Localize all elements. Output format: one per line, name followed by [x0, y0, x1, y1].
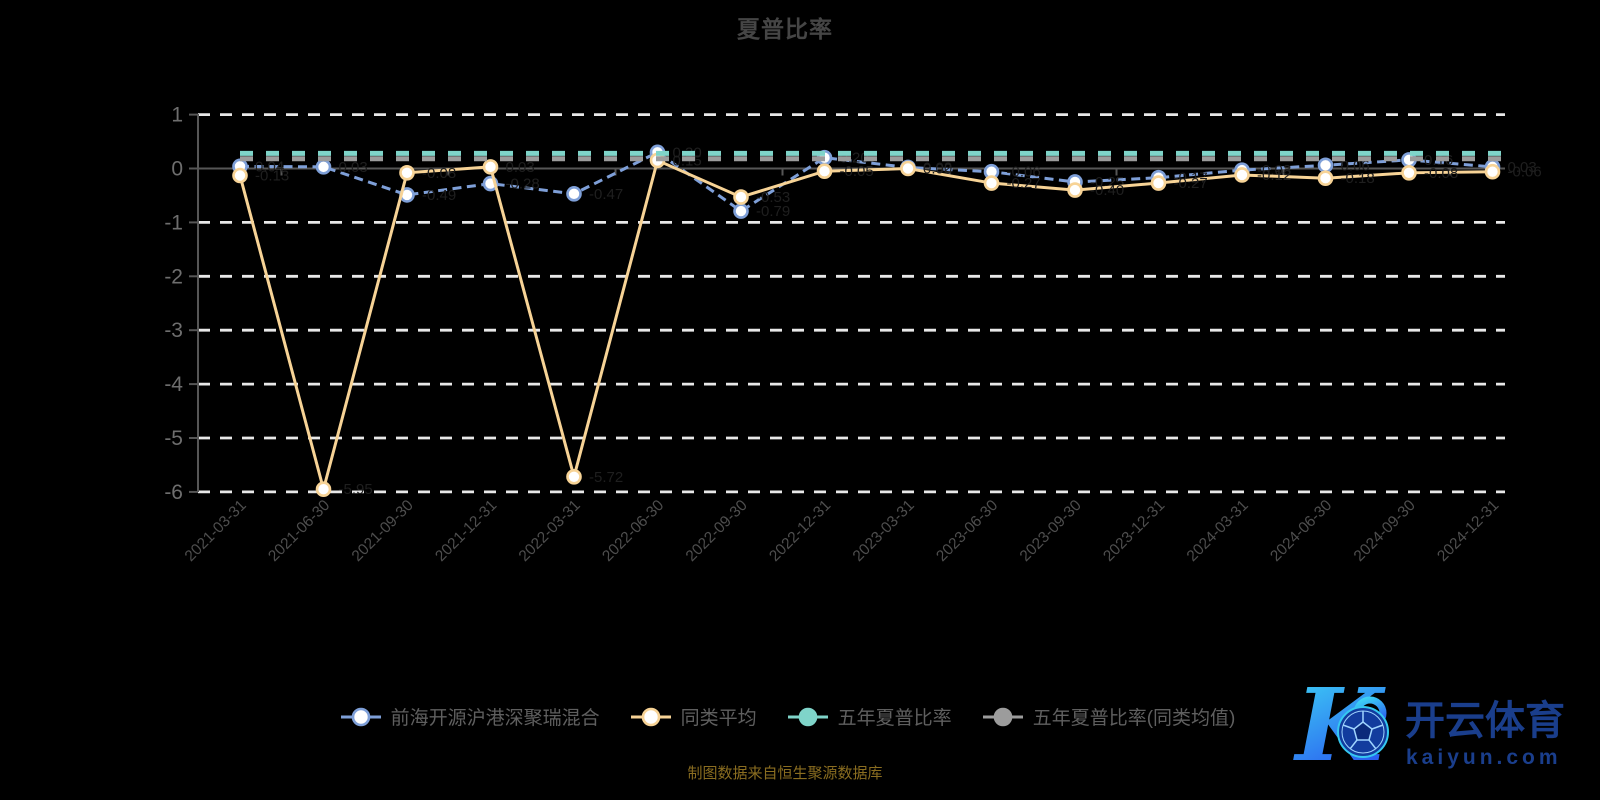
- data-point-marker[interactable]: [1317, 170, 1334, 187]
- data-point-marker[interactable]: [315, 481, 332, 498]
- data-source-note: 制图数据来自恒生聚源数据库: [687, 765, 883, 782]
- x-axis-labels: 2021-03-31 2021-06-30 2021-09-30 2021-12-31…: [182, 497, 1503, 565]
- kaiyun-monogram-icon: K: [1293, 668, 1389, 784]
- x-axis-label: 2021-09-30: [349, 497, 417, 565]
- data-point-marker[interactable]: [1150, 175, 1167, 191]
- x-axis-label: 2022-03-31: [516, 497, 584, 565]
- data-point-label: 0.00: [923, 161, 952, 178]
- data-point-label: -0.08: [422, 165, 456, 182]
- legend-marker-icon: [340, 707, 381, 726]
- data-point-label: -0.27: [1174, 175, 1208, 192]
- data-point-marker[interactable]: [1401, 165, 1417, 181]
- logo-brand-text: 开云体育: [1405, 699, 1565, 743]
- data-point-marker[interactable]: [900, 160, 916, 177]
- data-point-label: -0.05: [840, 163, 874, 180]
- chart-legend: 前海开源沪港深聚瑞混合 同类平均 五年夏普比率 五年夏普比率(同类均值): [0, 703, 1575, 730]
- y-axis-label: -3: [164, 319, 183, 342]
- y-axis-label: -2: [164, 265, 183, 288]
- legend-item-3[interactable]: 五年夏普比率: [787, 703, 952, 730]
- data-point-label: -0.27: [1007, 175, 1041, 192]
- data-point-label: -0.17: [1174, 170, 1208, 187]
- data-point-label: 0.03: [1508, 159, 1537, 176]
- x-axis-label: 2024-03-31: [1184, 497, 1252, 565]
- legend-item-4[interactable]: 五年夏普比率(同类均值): [982, 703, 1236, 730]
- x-axis-label: 2021-06-30: [265, 497, 333, 565]
- data-point-label: -5.72: [589, 469, 623, 486]
- data-point-label: -0.12: [1257, 167, 1291, 184]
- data-point-marker[interactable]: [482, 159, 499, 175]
- data-point-label: 0.04: [255, 158, 284, 175]
- kaiyun-logo: K 开云体育 kaiyun.com: [1293, 668, 1565, 784]
- x-axis-label: 2023-09-30: [1017, 497, 1085, 565]
- legend-marker-icon: [630, 707, 671, 726]
- soccer-ball-icon: [1337, 706, 1389, 758]
- data-point-marker[interactable]: [733, 189, 749, 205]
- data-point-label: -0.49: [422, 187, 456, 204]
- data-point-label: -0.08: [1424, 165, 1458, 182]
- x-axis-label: 2021-12-31: [432, 497, 500, 565]
- data-point-label: -0.28: [506, 176, 540, 193]
- legend-label: 五年夏普比率: [837, 708, 952, 729]
- data-point-label: 0.06: [1341, 157, 1370, 174]
- x-axis-label: 2024-12-31: [1434, 497, 1502, 565]
- data-point-label: 0.03: [506, 159, 535, 176]
- data-point-label: -0.06: [1007, 164, 1041, 181]
- y-axis-label: 0: [171, 158, 183, 181]
- legend-marker-icon: [787, 707, 828, 726]
- y-axis-label: 1: [171, 104, 183, 127]
- data-point-label: -0.06: [1508, 164, 1542, 181]
- data-point-marker[interactable]: [1317, 157, 1334, 174]
- x-axis-label: 2021-03-31: [182, 497, 250, 565]
- x-axis-label: 2022-06-30: [599, 497, 667, 565]
- legend-item-2[interactable]: 同类平均: [630, 703, 757, 730]
- line-path: [238, 158, 1493, 496]
- data-point-marker[interactable]: [983, 175, 1000, 191]
- chart-title: 夏普比率: [737, 16, 833, 42]
- data-point-marker[interactable]: [1484, 163, 1501, 180]
- x-axis-label: 2022-09-30: [683, 497, 751, 565]
- y-axis-label: -1: [164, 211, 183, 234]
- legend-marker-icon: [982, 707, 1023, 726]
- data-point-label: -0.40: [1090, 182, 1124, 199]
- x-axis-label: 2022-12-31: [766, 497, 834, 565]
- x-axis-label: 2023-06-30: [933, 497, 1001, 565]
- y-axis-label: -4: [164, 373, 183, 396]
- data-point-label: -0.47: [589, 186, 623, 203]
- y-axis-label: -5: [164, 427, 183, 450]
- legend-item-1[interactable]: 前海开源沪港深聚瑞混合: [340, 703, 600, 730]
- data-point-marker[interactable]: [816, 163, 833, 179]
- data-point-label: -0.13: [255, 168, 289, 185]
- data-point-label: -5.95: [339, 481, 373, 498]
- x-axis-label: 2024-09-30: [1351, 497, 1419, 565]
- series-同类平均: -0.13-5.95-0.080.03-5.720.15-0.53-0.050.…: [232, 152, 1542, 498]
- data-point-marker[interactable]: [566, 186, 582, 202]
- data-point-marker[interactable]: [232, 167, 248, 184]
- legend-label: 前海开源沪港深聚瑞混合: [390, 708, 600, 729]
- data-point-label: -0.79: [756, 203, 790, 220]
- data-point-marker[interactable]: [399, 165, 415, 181]
- data-point-marker[interactable]: [733, 203, 749, 219]
- x-axis-label: 2023-03-31: [850, 497, 918, 565]
- data-point-label: 0.03: [339, 159, 368, 176]
- data-point-label: -0.53: [756, 189, 790, 206]
- data-point-marker[interactable]: [566, 469, 582, 485]
- x-axis-label: 2024-06-30: [1267, 497, 1335, 565]
- logo-domain-text: kaiyun.com: [1406, 746, 1562, 769]
- data-point-marker[interactable]: [1234, 167, 1250, 183]
- line-path: [239, 150, 1493, 213]
- data-point-marker[interactable]: [1067, 182, 1083, 198]
- legend-label: 同类平均: [680, 708, 757, 729]
- legend-label: 五年夏普比率(同类均值): [1032, 708, 1236, 729]
- gridlines: 1 0 -1 -2 -3 -4 -5 -6: [164, 104, 1505, 504]
- data-point-marker[interactable]: [315, 159, 332, 175]
- x-axis-label: 2023-12-31: [1100, 497, 1168, 565]
- data-point-label: -0.18: [1341, 170, 1375, 187]
- y-axis-label: -6: [164, 481, 183, 504]
